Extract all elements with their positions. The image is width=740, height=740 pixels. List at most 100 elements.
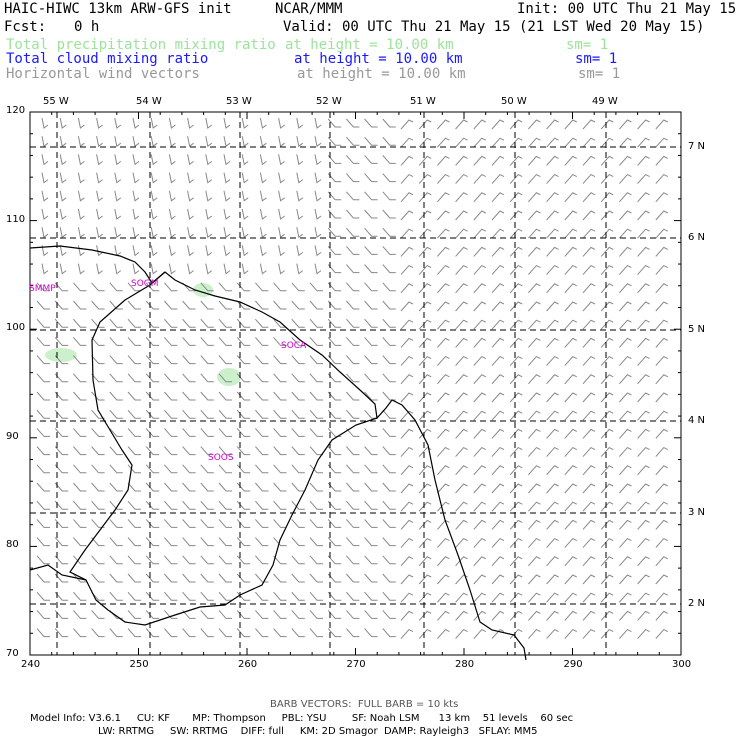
wind-barb [564,337,578,348]
wind-barb [168,136,176,148]
wind-barb [400,246,414,257]
wind-barb [278,154,285,166]
wind-barb [236,537,251,547]
wind-barb [309,391,323,401]
x-tick-label: 290 [563,659,583,670]
wind-barb [273,500,287,510]
wind-barb [546,483,559,494]
wind-barb [637,501,650,512]
wind-barb [382,428,396,437]
wind-barb [655,465,669,476]
wind-barb [455,574,468,585]
wind-barb [218,482,232,492]
wind-barb [36,537,50,547]
wind-barb [582,246,596,257]
wind-barb [182,300,196,310]
wind-barb [509,319,523,330]
wind-barb [437,392,450,403]
wind-barb [655,574,669,585]
wind-barb [145,500,160,510]
wind-barb [54,628,69,638]
wind-barb [91,464,105,474]
wind-barb [637,537,650,548]
wind-barb [91,573,105,583]
wind-barb [491,173,505,184]
wind-barb [236,318,251,328]
wind-barb [455,155,468,166]
wind-barb [127,628,141,638]
wind-barb [200,318,214,328]
wind-barb [509,428,523,439]
wind-barb [655,355,669,366]
wind-barb [655,192,669,203]
field-wind-name: Horizontal wind vectors [6,66,200,82]
wind-barb [582,610,596,621]
model-info-line1: Model Info: V3.6.1 CU: KF MP: Thompson P… [30,713,574,724]
wind-barb [382,246,396,255]
wind-barb [619,337,632,348]
wind-barb [546,537,559,548]
wind-barb [36,282,50,292]
wind-barb [400,210,414,221]
wind-barb [164,628,178,638]
wind-barb [400,628,414,639]
wind-barb [564,592,578,603]
wind-barb [91,373,105,383]
station-label: SOOS [208,453,234,463]
lat-label-right: 5 N [688,324,706,335]
x-tick-label: 260 [238,659,258,670]
wind-barb [36,482,50,492]
wind-barb [54,482,69,492]
wind-barb [145,610,160,619]
wind-barb [582,428,596,439]
wind-barb [364,227,378,237]
wind-barb [382,191,396,201]
wind-barb [309,482,323,492]
wind-barb [564,574,578,585]
wind-barb [455,374,468,385]
wind-barb [218,409,232,419]
wind-barb [259,190,267,202]
wind-barb [291,446,305,456]
wind-barb [182,519,196,528]
wind-barb [187,190,194,202]
wind-barb [168,227,176,239]
wind-barb [127,464,141,474]
wind-barb [150,263,158,275]
wind-barb [241,263,249,275]
wind-barb [346,209,360,219]
wind-barb [564,501,578,512]
model-info-line2: LW: RRTMG SW: RRTMG DIFF: full KM: 2D Sm… [98,726,538,737]
wind-barb [73,610,87,619]
wind-barb [600,610,614,621]
wind-barb [73,300,87,310]
wind-barb [96,190,103,202]
wind-barb [200,373,214,383]
wind-barb [509,574,523,585]
station-label: SOGM [131,279,159,289]
wind-barb [164,428,178,437]
wind-barb [418,319,432,330]
wind-barb [655,119,669,130]
wind-barb [455,228,468,239]
wind-barb [346,373,360,383]
wind-barb [327,573,342,583]
wind-barb [54,373,69,383]
wind-barb [182,500,196,510]
wind-barb [205,208,213,220]
wind-barb [164,555,178,565]
wind-barb [291,591,305,601]
wind-barb [528,210,541,221]
wind-barb [327,628,342,638]
wind-barb [132,190,140,202]
wind-barb [205,227,213,239]
wind-barb [218,555,232,565]
wind-barb [187,227,194,239]
wind-barb [582,592,596,603]
wind-barb [346,610,360,619]
wind-barb [509,246,523,257]
wind-barb [382,300,396,310]
wind-barb [564,465,578,476]
wind-barb [364,136,378,146]
wind-barb [109,482,123,492]
